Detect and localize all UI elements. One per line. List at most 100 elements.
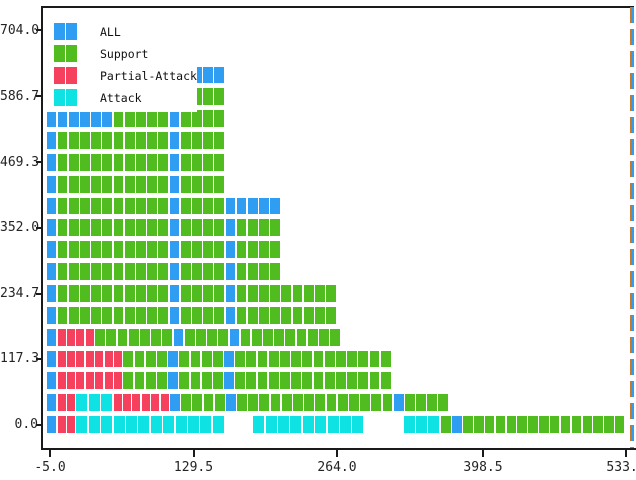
bar-cell-green	[57, 153, 68, 171]
bar-cell-green	[68, 306, 79, 324]
bar-cell-green	[156, 350, 167, 368]
bar-row-5	[46, 153, 226, 171]
bar-row-7	[46, 197, 282, 215]
bar-cell-green	[102, 263, 113, 280]
x-tick-label: 129.5	[173, 460, 214, 475]
bar-cell-green	[274, 328, 285, 346]
bar-cell-blue	[214, 66, 225, 84]
bar-cell-red	[67, 328, 76, 346]
bar-cell-green	[582, 416, 592, 433]
y-tick-mark	[36, 292, 41, 295]
bar-cell-blue	[91, 110, 102, 127]
bar-cell-green	[113, 153, 124, 171]
bar-cell-cyan	[113, 416, 125, 433]
y-tick-label: 117.3	[0, 351, 40, 366]
bar-cell-green	[358, 350, 369, 368]
bar-cell-green	[124, 197, 135, 215]
bar-cell-cyan	[302, 416, 314, 433]
bar-cell-green	[147, 263, 157, 280]
bar-cell-green	[463, 416, 473, 433]
bar-cell-green	[180, 153, 191, 171]
bar-cell-green	[68, 175, 79, 193]
bar-cell-green	[147, 219, 157, 237]
bar-cell-red	[57, 372, 66, 390]
bar-cell-green	[203, 219, 213, 237]
x-tick-mark	[625, 449, 627, 457]
bar-cell-green	[371, 394, 382, 412]
bar-cell-green	[136, 285, 146, 302]
bar-cell-green	[147, 197, 157, 215]
legend-swatch-blue	[54, 23, 77, 40]
y-axis-line	[41, 6, 43, 450]
bar-cell-green	[158, 241, 169, 259]
bar-cell-green	[80, 132, 90, 149]
bar-cell-green	[427, 394, 438, 412]
bar-cell-green	[113, 132, 124, 149]
bar-cell-green	[180, 197, 191, 215]
plot-border-right-dashed-blue	[632, 7, 634, 448]
bar-cell-green	[91, 241, 102, 259]
bar-cell-green	[113, 306, 124, 324]
legend-swatch-cell	[54, 67, 65, 84]
bar-cell-green	[303, 285, 314, 302]
bar-cell-green	[91, 219, 102, 237]
bar-cell-green	[102, 285, 113, 302]
bar-cell-green	[80, 153, 90, 171]
bar-cell-red	[95, 372, 104, 390]
bar-cell-green	[358, 372, 369, 390]
bar-cell-green	[179, 372, 190, 390]
bar-cell-green	[247, 263, 258, 280]
bar-cell-blue	[46, 241, 57, 259]
bar-cell-green	[549, 416, 560, 433]
bar-cell-green	[156, 372, 167, 390]
bar-cell-green	[91, 153, 102, 171]
bar-cell-blue	[46, 306, 57, 324]
bar-cell-green	[124, 110, 135, 127]
bar-cell-green	[136, 197, 146, 215]
bar-cell-blue	[225, 197, 236, 215]
bar-cell-green	[145, 372, 156, 390]
bar-cell-green	[113, 175, 124, 193]
bar-cell-blue	[169, 219, 180, 237]
bar-cell-green	[134, 350, 145, 368]
bar-cell-red	[123, 394, 132, 412]
bar-cell-green	[80, 285, 90, 302]
bar-cell-red	[57, 328, 66, 346]
legend: ALL Support Partial-Attack Attack	[44, 8, 197, 112]
bar-cell-blue	[46, 285, 57, 302]
bar-cell-green	[57, 263, 68, 280]
bar-cell-green	[285, 328, 296, 346]
bar-cell-green	[307, 328, 318, 346]
bar-cell-cyan	[253, 416, 265, 433]
bar-cell-green	[128, 328, 139, 346]
bar-cell-green	[259, 394, 270, 412]
bar-cell-green	[102, 197, 113, 215]
legend-swatch-green	[54, 45, 77, 62]
bar-cell-green	[136, 219, 146, 237]
bar-cell-red	[141, 394, 150, 412]
bar-cell-red	[57, 416, 66, 433]
bar-cell-green	[158, 175, 169, 193]
legend-swatch-red	[54, 67, 77, 84]
bar-cell-cyan	[265, 416, 277, 433]
y-tick-label: 586.7	[0, 88, 40, 104]
bar-cell-green	[257, 372, 268, 390]
bar-cell-green	[184, 328, 195, 346]
bar-cell-green	[180, 263, 191, 280]
legend-swatch-cell	[54, 45, 65, 62]
bar-cell-green	[91, 175, 102, 193]
bar-cell-green	[57, 175, 68, 193]
bar-cell-blue	[46, 110, 57, 127]
bar-cell-green	[259, 263, 269, 280]
bar-cell-green	[593, 416, 603, 433]
bar-cell-green	[203, 285, 213, 302]
bar-cell-green	[95, 328, 106, 346]
bar-cell-blue	[46, 132, 57, 149]
bar-cell-blue	[225, 285, 236, 302]
bar-cell-green	[57, 132, 68, 149]
bar-cell-blue	[46, 394, 57, 412]
bar-cell-red	[57, 394, 66, 412]
bar-cell-green	[259, 306, 269, 324]
bar-cell-green	[203, 153, 213, 171]
bar-cell-green	[280, 350, 290, 368]
